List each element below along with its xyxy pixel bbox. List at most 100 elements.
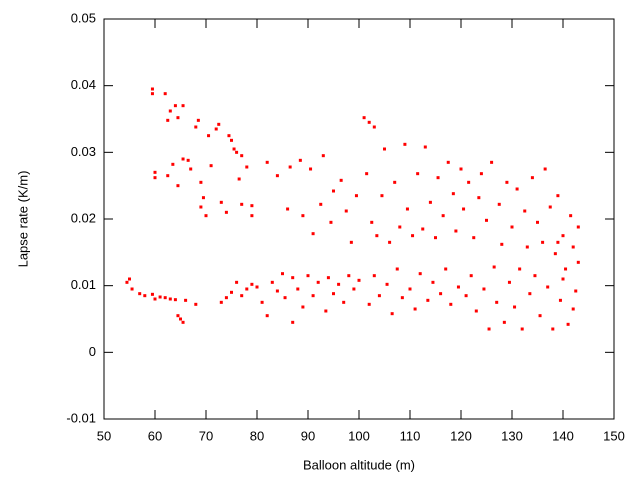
point (138, 292, 142, 296)
point (168, 109, 172, 113)
point (186, 158, 190, 162)
point (128, 277, 131, 281)
y-tick-label: 0.03 (71, 144, 96, 159)
point (209, 164, 213, 168)
point (173, 104, 177, 108)
point (518, 267, 522, 271)
point (571, 245, 575, 249)
point (426, 298, 430, 302)
point (421, 227, 425, 231)
point (324, 309, 328, 313)
point (467, 180, 471, 184)
point (536, 220, 539, 224)
point (275, 289, 279, 293)
point (158, 295, 162, 299)
x-tick-label: 80 (250, 428, 264, 443)
point (490, 160, 494, 164)
point (316, 280, 320, 284)
point (551, 327, 555, 331)
point (477, 196, 481, 200)
point (153, 170, 157, 174)
point (288, 165, 292, 169)
point (464, 294, 468, 298)
point (319, 202, 323, 206)
point (556, 240, 560, 244)
point (357, 278, 361, 282)
point (411, 234, 415, 238)
point (153, 176, 157, 180)
x-tick-label: 120 (450, 428, 472, 443)
point (556, 194, 560, 198)
point (189, 167, 193, 171)
point (181, 320, 185, 324)
point (217, 122, 221, 126)
point (564, 267, 568, 271)
point (388, 240, 392, 244)
point (444, 267, 448, 271)
point (143, 294, 147, 298)
point (485, 218, 488, 222)
point (250, 282, 254, 286)
point (150, 87, 154, 91)
point (454, 229, 458, 233)
point (166, 118, 170, 122)
point (439, 292, 443, 296)
point (541, 240, 545, 244)
point (546, 285, 550, 289)
point (344, 209, 348, 213)
point (413, 307, 417, 311)
point (219, 200, 223, 204)
point (474, 309, 478, 313)
point (561, 277, 565, 281)
point (482, 287, 486, 291)
point (265, 160, 269, 164)
point (487, 327, 491, 331)
point (383, 147, 386, 151)
point (469, 274, 473, 278)
point (548, 205, 552, 209)
x-tick-label: 60 (148, 428, 162, 443)
point (380, 194, 384, 198)
y-tick-label: 0.05 (71, 10, 96, 25)
point (370, 220, 374, 224)
point (500, 242, 504, 246)
point (130, 287, 134, 291)
point (240, 294, 244, 298)
point (240, 202, 244, 206)
point (385, 282, 389, 286)
y-tick-label: 0 (89, 344, 96, 359)
point (230, 138, 233, 142)
point (235, 280, 239, 284)
point (245, 165, 249, 169)
point (451, 192, 455, 196)
point (528, 292, 532, 296)
point (227, 134, 231, 138)
point (219, 300, 223, 304)
point (199, 180, 203, 184)
point (125, 280, 129, 284)
point (398, 225, 402, 229)
point (194, 125, 198, 129)
point (201, 196, 205, 200)
point (173, 298, 177, 302)
point (196, 118, 200, 122)
point (321, 154, 325, 158)
point (163, 92, 167, 96)
y-tick-label: 0.02 (71, 210, 96, 225)
point (260, 300, 264, 304)
point (513, 305, 517, 309)
point (342, 300, 346, 304)
point (449, 302, 453, 306)
point (329, 220, 333, 224)
y-axis-label: Lapse rate (K/m) (15, 171, 30, 268)
point (298, 158, 302, 162)
point (441, 214, 445, 218)
point (283, 296, 287, 300)
point (543, 167, 547, 171)
point (337, 282, 341, 286)
point (372, 125, 376, 129)
point (574, 289, 578, 293)
point (311, 232, 315, 236)
plot-frame (103, 18, 615, 420)
